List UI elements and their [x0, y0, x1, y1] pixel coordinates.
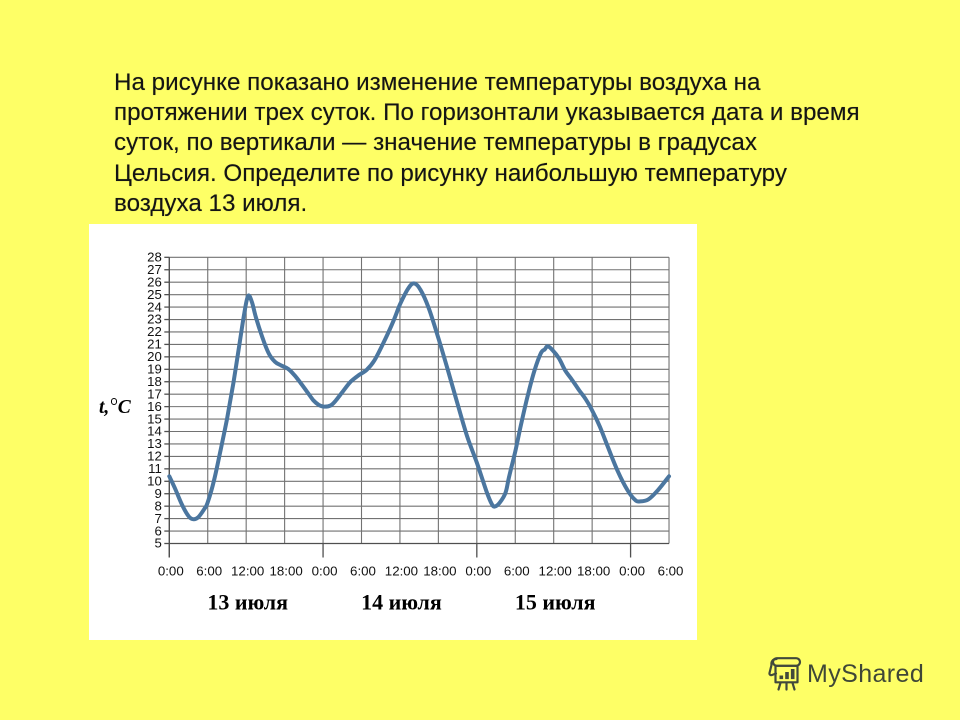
svg-text:7: 7 [154, 511, 161, 526]
svg-text:0:00: 0:00 [619, 564, 645, 579]
svg-text:20: 20 [147, 349, 162, 364]
svg-text:18: 18 [147, 374, 162, 389]
svg-text:11: 11 [148, 461, 162, 476]
svg-text:12: 12 [147, 449, 162, 464]
svg-text:14 июля: 14 июля [361, 590, 442, 615]
svg-text:28: 28 [147, 250, 162, 265]
svg-text:24: 24 [147, 299, 162, 314]
svg-text:25: 25 [147, 287, 162, 302]
svg-text:0:00: 0:00 [465, 564, 491, 579]
svg-text:9: 9 [154, 486, 161, 501]
svg-text:6:00: 6:00 [350, 564, 376, 579]
svg-text:12:00: 12:00 [539, 564, 572, 579]
svg-text:6:00: 6:00 [196, 564, 222, 579]
svg-text:6:00: 6:00 [658, 564, 684, 579]
svg-text:13 июля: 13 июля [207, 590, 288, 615]
svg-text:15 июля: 15 июля [515, 590, 596, 615]
svg-text:12:00: 12:00 [385, 564, 418, 579]
svg-text:10: 10 [147, 473, 162, 488]
svg-text:8: 8 [154, 498, 161, 513]
svg-text:19: 19 [147, 362, 162, 377]
svg-text:0:00: 0:00 [312, 564, 338, 579]
svg-text:22: 22 [147, 324, 162, 339]
svg-text:6: 6 [154, 523, 161, 538]
svg-text:6:00: 6:00 [504, 564, 530, 579]
svg-text:5: 5 [154, 536, 161, 551]
svg-text:18:00: 18:00 [577, 564, 610, 579]
svg-text:17: 17 [147, 386, 162, 401]
svg-text:14: 14 [147, 424, 162, 439]
svg-text:16: 16 [147, 399, 162, 414]
svg-text:13: 13 [147, 436, 162, 451]
svg-text:12:00: 12:00 [231, 564, 264, 579]
svg-text:23: 23 [147, 312, 162, 327]
svg-text:26: 26 [147, 274, 162, 289]
svg-text:27: 27 [147, 262, 162, 277]
svg-text:18:00: 18:00 [269, 564, 302, 579]
svg-text:15: 15 [147, 411, 162, 426]
svg-text:21: 21 [147, 337, 162, 352]
svg-text:18:00: 18:00 [423, 564, 456, 579]
svg-text:0:00: 0:00 [158, 564, 184, 579]
